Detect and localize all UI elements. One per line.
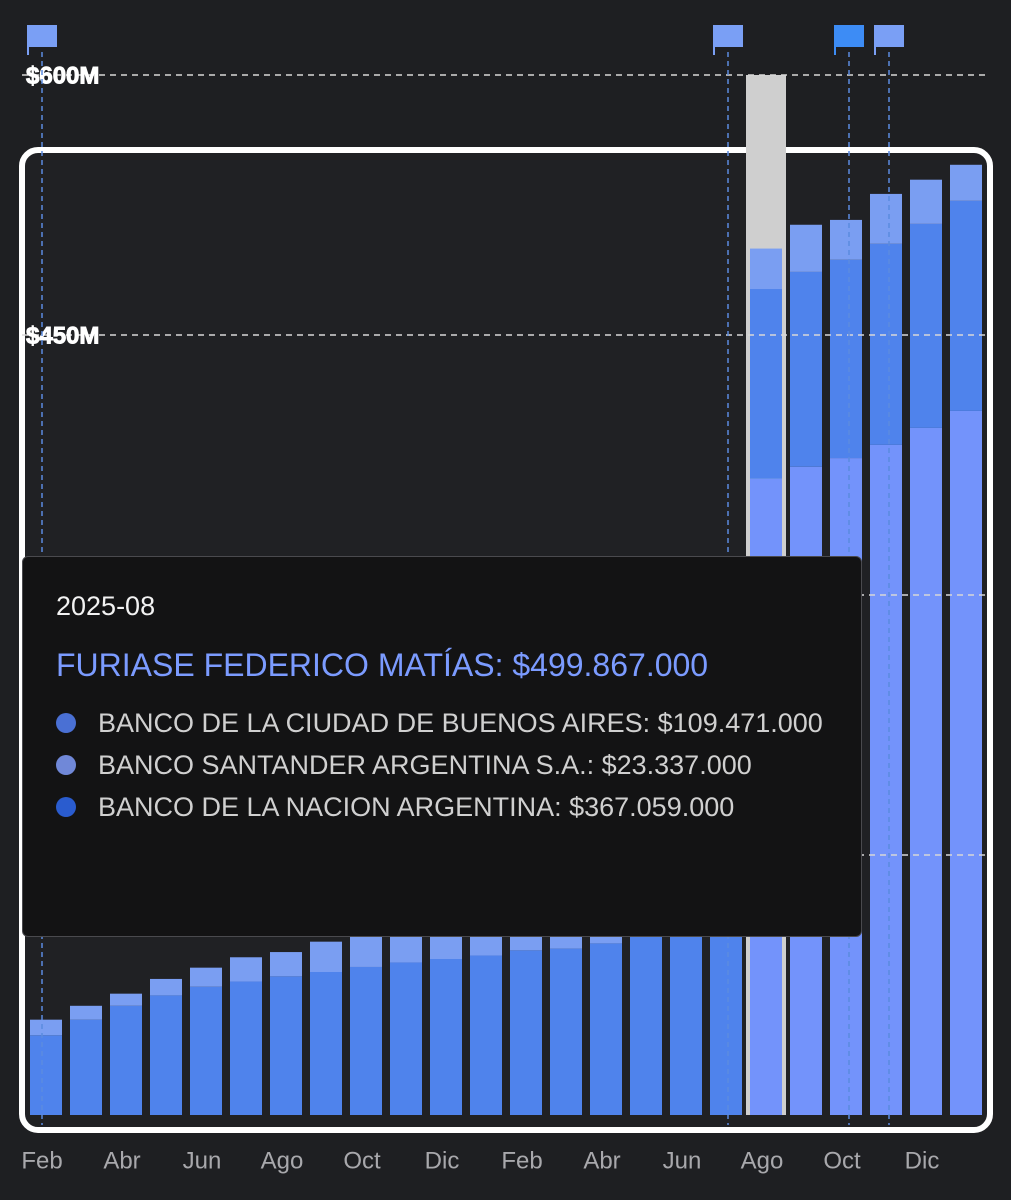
bar-segment [150, 995, 182, 1115]
bar-segment [870, 243, 902, 445]
bar-segment [270, 976, 302, 1115]
bar-segment [830, 219, 862, 260]
bar-segment [830, 259, 862, 459]
bar-segment [110, 1005, 142, 1115]
flag-markers [41, 52, 890, 1125]
tooltip-date: 2025-08 [56, 591, 156, 621]
x-tick-label: Jun [183, 1147, 222, 1174]
bar-segment [750, 248, 782, 290]
tooltip-item: BANCO SANTANDER ARGENTINA S.A.: $23.337.… [56, 744, 861, 786]
tooltip-item: BANCO DE LA NACION ARGENTINA: $367.059.0… [56, 786, 861, 828]
bar-segment [750, 289, 782, 479]
bar-segment [430, 959, 462, 1115]
bar-segment [630, 934, 662, 1115]
flag [834, 25, 864, 55]
bar-segment [230, 981, 262, 1115]
bar-segment [950, 164, 982, 201]
tooltip-item-text: BANCO DE LA CIUDAD DE BUENOS AIRES: $109… [98, 708, 823, 738]
x-tick-label: Feb [501, 1147, 542, 1174]
x-tick-label: Feb [21, 1147, 62, 1174]
bar-segment [670, 931, 702, 1115]
bar-segment [150, 978, 182, 996]
bar-segment [190, 967, 222, 987]
bar-segment [950, 200, 982, 411]
bar-segment [870, 193, 902, 244]
x-tick-label: Dic [425, 1147, 460, 1174]
tooltip-dot [56, 797, 76, 817]
x-tick-label: Ago [261, 1147, 304, 1174]
tooltip-item: BANCO DE LA CIUDAD DE BUENOS AIRES: $109… [56, 702, 861, 744]
bar-segment [310, 972, 342, 1115]
bar-segment [70, 1005, 102, 1020]
x-tick-label: Oct [343, 1147, 381, 1174]
flag [27, 25, 57, 55]
bars [30, 75, 982, 1116]
y-tick-label: $600M [26, 62, 99, 89]
bar-segment [350, 932, 382, 967]
bar-segment [270, 952, 302, 977]
bar-segment [910, 427, 942, 1115]
bar-segment [310, 941, 342, 972]
tooltip-dot [56, 713, 76, 733]
bar-segment [790, 224, 822, 272]
bar-segment [110, 993, 142, 1006]
x-tick-label: Dic [905, 1147, 940, 1174]
x-tick-label: Oct [823, 1147, 861, 1174]
x-tick-label: Jun [663, 1147, 702, 1174]
tooltip: 2025-08 FURIASE FEDERICO MATÍAS: $499.86… [22, 556, 862, 937]
bar-segment [910, 223, 942, 428]
tooltip-item-text: BANCO SANTANDER ARGENTINA S.A.: $23.337.… [98, 750, 752, 780]
bar-segment [950, 410, 982, 1115]
bar-segment [230, 957, 262, 982]
bar-segment [510, 950, 542, 1115]
bar-segment [790, 271, 822, 467]
tooltip-dot [56, 755, 76, 775]
tooltip-items: BANCO DE LA CIUDAD DE BUENOS AIRES: $109… [56, 702, 861, 828]
bar-segment [30, 1019, 62, 1036]
bar-segment [190, 986, 222, 1115]
bar-segment [910, 179, 942, 224]
flag [713, 25, 743, 55]
x-tick-label: Abr [103, 1147, 140, 1174]
bar-segment [70, 1019, 102, 1115]
bar-segment [590, 943, 622, 1115]
bar-segment [870, 444, 902, 1116]
bar-segment [710, 927, 742, 1115]
bar-segment [390, 962, 422, 1115]
bar-segment [30, 1035, 62, 1115]
bar-segment [470, 955, 502, 1115]
bar-segment [350, 966, 382, 1115]
x-tick-label: Abr [583, 1147, 620, 1174]
x-tick-label: Ago [741, 1147, 784, 1174]
flag [874, 25, 904, 55]
tooltip-title: FURIASE FEDERICO MATÍAS: $499.867.000 [56, 647, 709, 683]
bar-segment [550, 948, 582, 1115]
flags [27, 25, 904, 55]
y-tick-label: $450M [26, 322, 99, 349]
tooltip-item-text: BANCO DE LA NACION ARGENTINA: $367.059.0… [98, 792, 735, 822]
